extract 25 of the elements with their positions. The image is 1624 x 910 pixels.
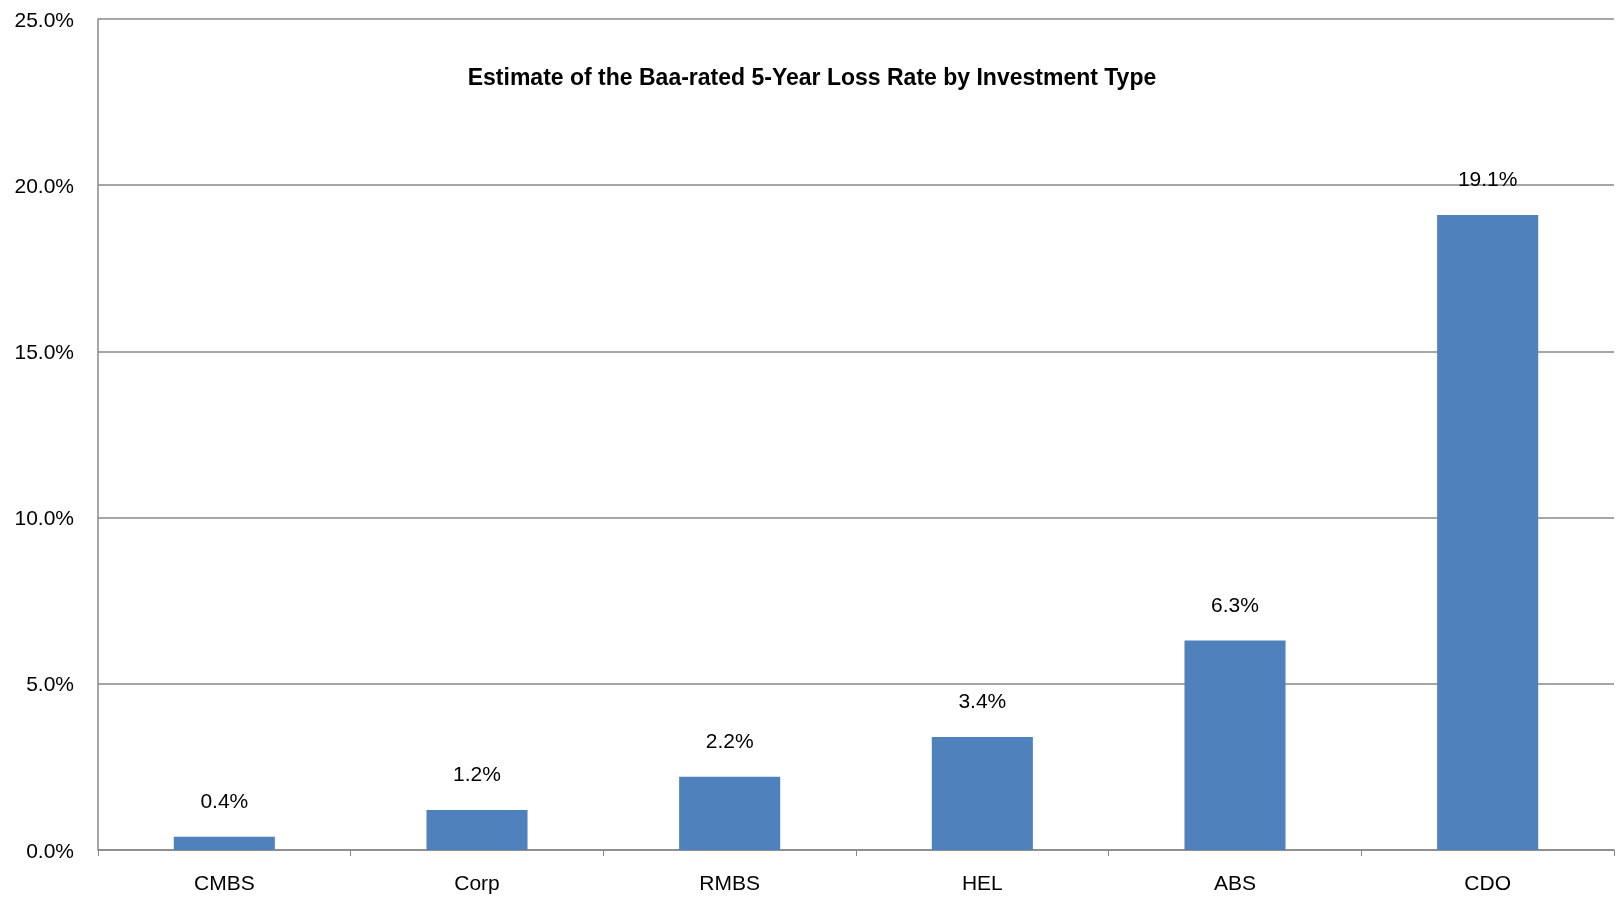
bar (1437, 215, 1539, 850)
y-tick-label: 0.0% (26, 838, 74, 862)
x-tick-label: CMBS (193, 871, 255, 894)
x-tick-label: ABS (1213, 871, 1257, 894)
y-tick-label: 5.0% (26, 672, 74, 696)
bar (426, 810, 528, 850)
data-label: 3.4% (958, 688, 1007, 712)
x-tick-label: HEL (961, 871, 1003, 894)
x-tick-label: RMBS (699, 871, 761, 894)
bar (931, 736, 1033, 850)
data-label: 6.3% (1211, 592, 1259, 616)
y-tick-label: 10.0% (14, 506, 74, 530)
bar (1184, 640, 1286, 850)
bar (679, 776, 781, 850)
y-tick-label: 25.0% (14, 7, 74, 31)
y-tick-label: 20.0% (14, 173, 74, 197)
x-tick-label: CDO (1464, 871, 1511, 894)
data-label: 2.2% (705, 728, 754, 752)
text: Estimate of the Baa-rated 5-Year Loss Rate by Investment Type (467, 63, 1157, 90)
data-label: 19.1% (1457, 167, 1518, 191)
x-tick-label: Corp (454, 871, 500, 894)
data-label: 1.2% (453, 762, 501, 786)
bar (173, 836, 275, 850)
data-label: 0.4% (200, 788, 249, 812)
y-tick-label: 15.0% (14, 339, 74, 363)
